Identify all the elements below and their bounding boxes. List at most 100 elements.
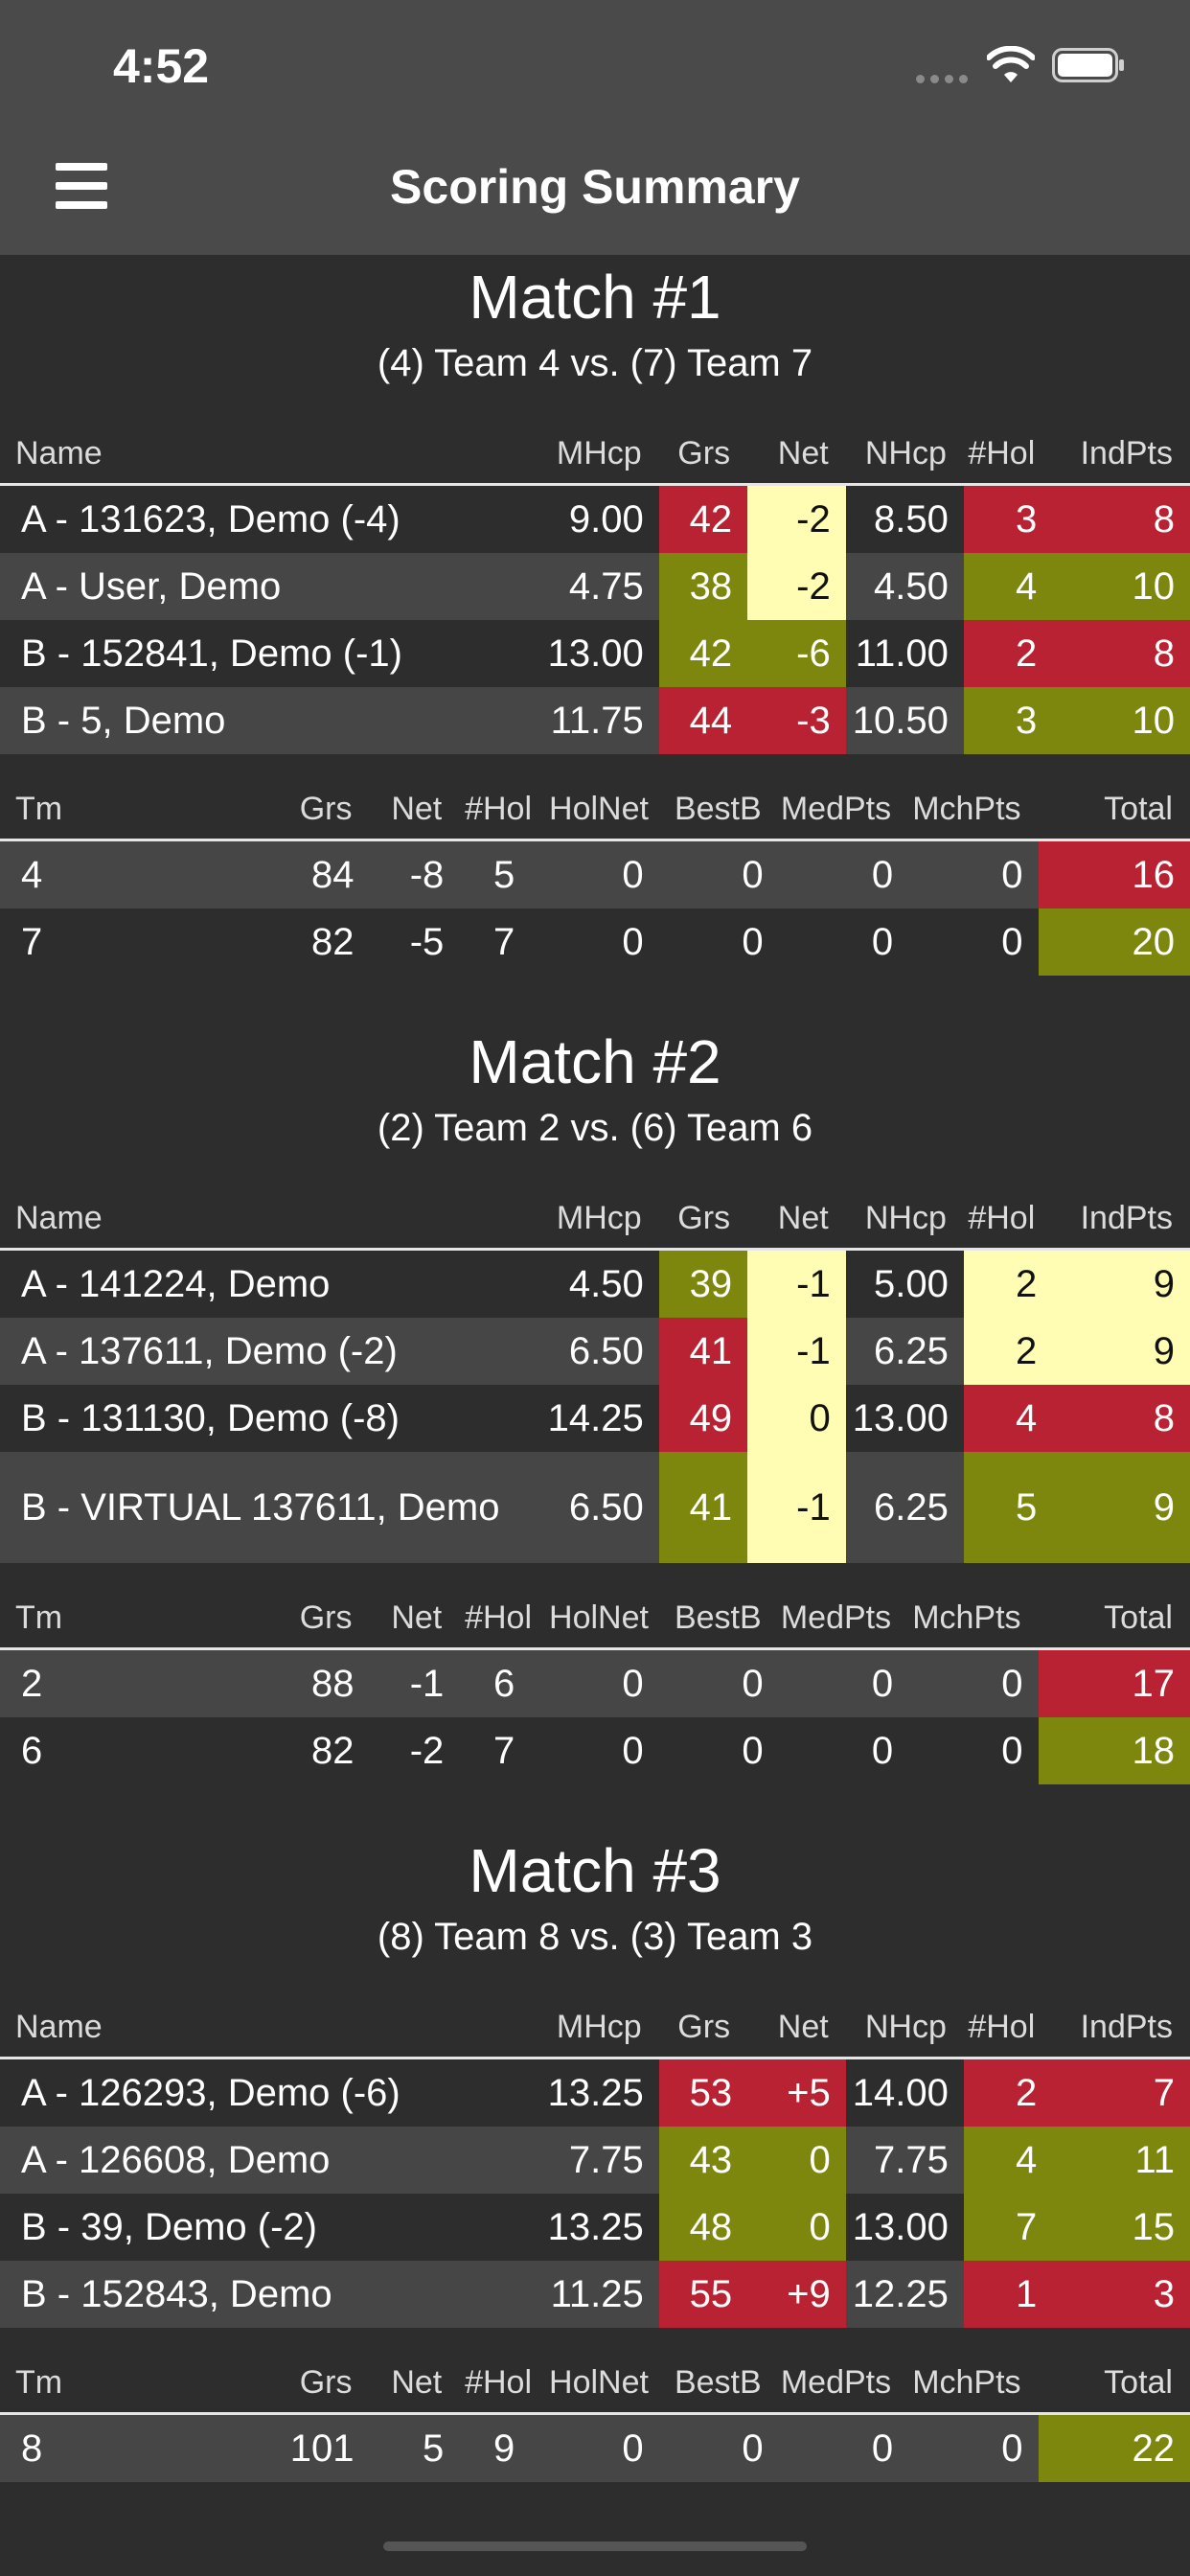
column-header[interactable]: Grs [658,1188,748,1251]
team-row[interactable]: 8 101 5 9 0 0 0 0 22 [0,2413,1190,2482]
player-table: Name MHcp Grs Net NHcp #Hol IndPts A - 141224, … [0,1188,1190,1563]
player-row[interactable]: B - 131130, Demo (-8) 14.25 49 0 13.00 4 8 [0,1385,1190,1452]
column-header[interactable]: Net [747,424,846,486]
column-header[interactable]: Net [369,2353,460,2415]
player-header-row: Name MHcp Grs Net NHcp #Hol IndPts [0,1997,1190,2059]
team-net: -2 [369,1717,460,1784]
column-header[interactable]: NHcp [845,424,964,486]
column-header[interactable]: HolNet [549,2353,659,2415]
player-indpts: 10 [1052,553,1190,620]
player-net: +5 [747,2058,846,2127]
column-header[interactable]: Net [747,1188,846,1251]
column-header[interactable]: MchPts [908,2353,1039,2415]
column-header[interactable]: Total [1038,1588,1190,1650]
column-header[interactable]: BestB [658,2353,779,2415]
wifi-icon [987,46,1035,82]
column-header[interactable]: IndPts [1052,1997,1190,2059]
column-header[interactable]: MedPts [778,1588,909,1650]
player-nhcp: 4.50 [845,553,964,620]
home-indicator[interactable] [383,2542,807,2551]
team-hol: 7 [459,908,550,976]
player-mhcp: 6.50 [531,1452,659,1563]
team-row[interactable]: 7 82 -5 7 0 0 0 0 20 [0,908,1190,976]
match-title: Match #1 [469,263,721,332]
player-row[interactable]: B - 152841, Demo (-1) 13.00 42 -6 11.00 2 8 [0,620,1190,687]
player-indpts: 10 [1052,687,1190,754]
column-header[interactable]: MHcp [531,1997,659,2059]
column-header[interactable]: MchPts [908,1588,1039,1650]
column-header[interactable]: Grs [279,2353,370,2415]
team-total: 17 [1038,1648,1190,1717]
player-gross: 43 [658,2127,748,2194]
column-header[interactable]: Grs [658,1997,748,2059]
column-header[interactable]: #Hol [963,1997,1053,2059]
column-header[interactable]: MHcp [531,1188,659,1251]
team-row[interactable]: 2 88 -1 6 0 0 0 0 17 [0,1648,1190,1717]
team-holnet: 0 [549,1717,659,1784]
player-row[interactable]: A - 137611, Demo (-2) 6.50 41 -1 6.25 2 9 [0,1318,1190,1385]
player-row[interactable]: A - 126608, Demo 7.75 43 0 7.75 4 11 [0,2127,1190,2194]
team-medpts: 0 [778,840,909,908]
column-header[interactable]: Name [0,424,532,486]
player-row[interactable]: A - 126293, Demo (-6) 13.25 53 +5 14.00 2 7 [0,2058,1190,2127]
team-medpts: 0 [778,1717,909,1784]
status-time: 4:52 [113,39,210,93]
player-holes: 4 [963,553,1053,620]
column-header[interactable]: MedPts [778,2353,909,2415]
player-net: -2 [747,553,846,620]
column-header[interactable]: MedPts [778,779,909,841]
column-header[interactable]: Tm [0,2353,280,2415]
team-header-row: Tm Grs Net #Hol HolNet BestB MedPts MchPts Total [0,2353,1190,2415]
column-header[interactable]: HolNet [549,779,659,841]
player-header-row: Name MHcp Grs Net NHcp #Hol IndPts [0,1188,1190,1251]
player-indpts: 11 [1052,2127,1190,2194]
column-header[interactable]: Grs [279,1588,370,1650]
column-header[interactable]: #Hol [963,1188,1053,1251]
player-row[interactable]: B - 39, Demo (-2) 13.25 48 0 13.00 7 15 [0,2194,1190,2261]
player-row[interactable]: B - 5, Demo 11.75 44 -3 10.50 3 10 [0,687,1190,754]
column-header[interactable]: Total [1038,779,1190,841]
column-header[interactable]: Tm [0,1588,280,1650]
column-header[interactable]: Grs [279,779,370,841]
column-header[interactable]: #Hol [963,424,1053,486]
player-gross: 49 [658,1385,748,1452]
column-header[interactable]: BestB [658,1588,779,1650]
player-mhcp: 4.50 [531,1249,659,1318]
column-header[interactable]: Net [369,1588,460,1650]
column-header[interactable]: Name [0,1188,532,1251]
player-net: -1 [747,1452,846,1563]
column-header[interactable]: #Hol [459,1588,550,1650]
player-row[interactable]: B - 152843, Demo 11.25 55 +9 12.25 1 3 [0,2261,1190,2328]
player-gross: 42 [658,484,748,553]
column-header[interactable]: NHcp [845,1188,964,1251]
team-medpts: 0 [778,2413,909,2482]
scoring-content[interactable]: Match #1 (4) Team 4 vs. (7) Team 7 Name MHc… [0,255,1190,2526]
column-header[interactable]: HolNet [549,1588,659,1650]
player-net: -6 [747,620,846,687]
menu-icon[interactable] [56,163,107,209]
column-header[interactable]: BestB [658,779,779,841]
column-header[interactable]: Net [369,779,460,841]
player-row[interactable]: A - User, Demo 4.75 38 -2 4.50 4 10 [0,553,1190,620]
team-table: Tm Grs Net #Hol HolNet BestB MedPts MchPts Total… [0,2353,1190,2482]
team-row[interactable]: 4 84 -8 5 0 0 0 0 16 [0,840,1190,908]
column-header[interactable]: Net [747,1997,846,2059]
column-header[interactable]: Tm [0,779,280,841]
column-header[interactable]: Name [0,1997,532,2059]
cellular-signal-icon [916,71,973,83]
column-header[interactable]: IndPts [1052,1188,1190,1251]
player-row[interactable]: A - 131623, Demo (-4) 9.00 42 -2 8.50 3 8 [0,484,1190,553]
player-name: B - 131130, Demo (-8) [0,1385,532,1452]
column-header[interactable]: Total [1038,2353,1190,2415]
column-header[interactable]: MchPts [908,779,1039,841]
team-row[interactable]: 6 82 -2 7 0 0 0 0 18 [0,1717,1190,1784]
column-header[interactable]: IndPts [1052,424,1190,486]
column-header[interactable]: MHcp [531,424,659,486]
player-mhcp: 13.25 [531,2058,659,2127]
column-header[interactable]: NHcp [845,1997,964,2059]
column-header[interactable]: #Hol [459,779,550,841]
player-row[interactable]: A - 141224, Demo 4.50 39 -1 5.00 2 9 [0,1249,1190,1318]
column-header[interactable]: #Hol [459,2353,550,2415]
player-row[interactable]: B - VIRTUAL 137611, Demo 6.50 41 -1 6.25 5 9 [0,1452,1190,1563]
column-header[interactable]: Grs [658,424,748,486]
